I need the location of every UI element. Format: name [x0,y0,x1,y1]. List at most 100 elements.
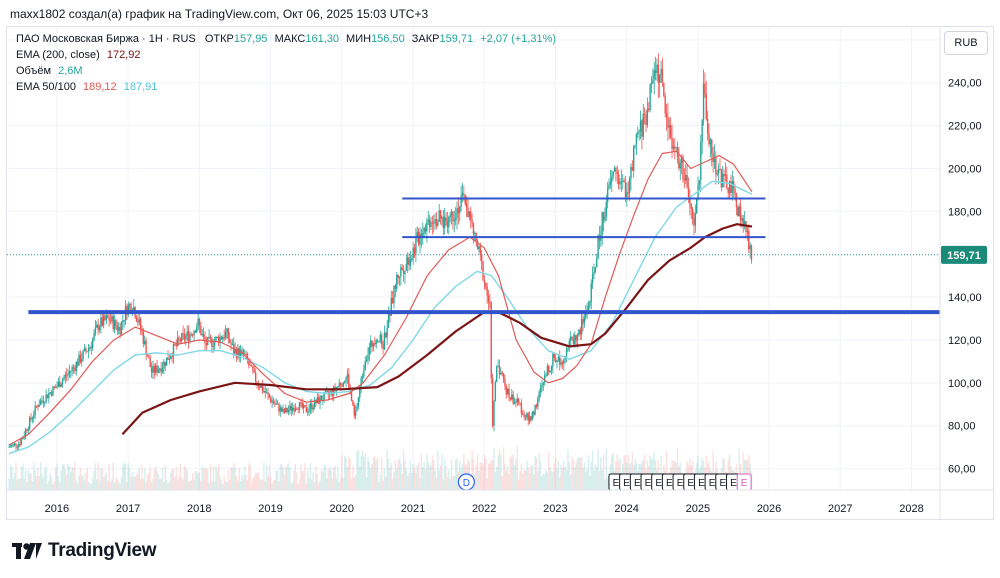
candle-body [42,400,45,403]
volume-bar [274,479,276,490]
candle-body [156,365,158,373]
volume-bar [482,465,484,490]
candle-body [652,79,654,84]
volume-bar [307,468,309,490]
candle-body [617,174,620,185]
candle-body [420,233,423,238]
x-axis[interactable]: 2016 2017 2018 2019 2020 2021 2022 2023 2024 2025… [7,489,993,515]
footer-brand[interactable]: TradingView [12,538,157,564]
candle-body [649,84,651,110]
volume-bar [223,475,225,490]
candle-body [508,388,510,398]
candle-body [612,171,614,177]
candle-body [108,317,110,321]
close-value: 159,71 [439,33,474,45]
horizontal-levels[interactable] [7,197,940,315]
volume-bar [523,469,525,490]
volume-bar [78,475,80,490]
x-tick-label: 2024 [614,503,638,515]
volume-bar [549,467,551,490]
candles [8,53,753,452]
candle-body [538,392,540,399]
candle-body [394,285,397,289]
change-value: +2,07 (+1,31%) [480,33,557,45]
candle-body [593,272,595,275]
legend-ema50100-row[interactable]: EMA 50/100 189,12 187,91 [16,81,157,93]
volume-bar [438,469,440,490]
candle-body [76,362,79,366]
candle-body [731,181,734,193]
candle-body [98,327,101,331]
volume-bar [249,465,251,490]
candle-body [559,357,561,365]
candle-body [294,408,297,412]
candle-body [28,417,31,429]
candle-body [197,318,199,327]
candle-body [678,156,680,169]
volume-bar [220,480,223,490]
candle-body [252,365,254,371]
candle-body [280,407,283,412]
legend-ema200-row[interactable]: EMA (200, close) 172,92 [16,49,140,61]
volume-bar [120,477,123,490]
volume-bar [222,483,224,490]
candle-body [371,340,373,347]
legend-volume-row[interactable]: Объём 2,6M [16,65,83,77]
candle-body [350,390,353,401]
candle-body [439,210,442,219]
candle-body [506,388,509,395]
volume-bar [515,458,517,490]
y-axis[interactable]: 260,00240,00220,00200,00180,00160,00140,… [939,27,982,520]
volume-bar [304,463,306,490]
volume-bar [261,480,264,490]
candle-body [428,219,431,227]
open-label: ОТКР [204,33,234,45]
candle-body [205,343,208,346]
candle-body [609,182,612,185]
volume-bar [660,455,662,490]
volume-bar [578,457,580,490]
volume-bar [423,462,425,490]
candle-body [737,207,739,217]
low-value: 156,50 [371,33,405,45]
candle-body [181,333,183,342]
volume-bar [167,483,169,490]
volume-bar [400,463,402,490]
candle-body [60,384,62,387]
volume-bar [357,449,360,490]
volume-bar [576,458,579,490]
candle-body [650,83,653,85]
candle-body [244,353,246,355]
volume-bar [70,471,72,490]
ema100-value: 187,91 [123,81,158,93]
volume-bar [582,467,584,490]
volume-bar [298,479,301,490]
symbol-name[interactable]: ПАО Московская Биржа · 1Н · RUS [16,33,196,45]
volume-bar [563,461,565,490]
volume-bar [379,474,382,490]
volume-bar [424,469,427,490]
volume-bar [157,474,160,490]
volume-bar [552,471,554,490]
candle-body [608,184,610,189]
volume-bar [506,465,509,490]
volume-bar [564,466,566,490]
volume-bar [308,478,310,490]
currency-button[interactable]: RUB [944,31,988,55]
candle-body [552,353,554,367]
volume-bar [501,476,503,490]
volume-bar [413,466,416,490]
volume-bar [585,471,587,490]
candle-body [659,74,661,83]
volume-bar [160,478,162,490]
candle-body [620,181,623,183]
candle-body [489,301,491,303]
candle-body [642,113,644,137]
volume-bar [493,448,495,490]
candle-body [598,235,601,241]
candle-body [669,125,672,138]
earnings-marker-label: E [655,478,662,489]
candle-body [55,386,57,388]
